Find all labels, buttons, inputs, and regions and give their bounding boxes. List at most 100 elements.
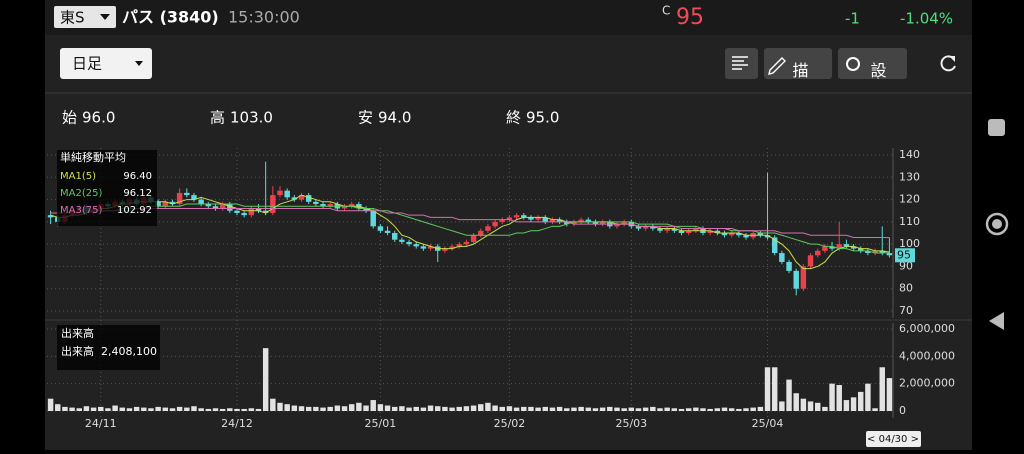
price-flag: C — [662, 4, 670, 18]
candle-body — [227, 204, 233, 211]
volume-bar — [850, 397, 857, 411]
volume-bar — [757, 406, 764, 411]
volume-bar — [743, 408, 749, 411]
settings-button[interactable]: 設定 — [838, 48, 907, 94]
candle-body — [341, 206, 348, 209]
candle-body — [664, 228, 670, 231]
volume-bar — [377, 404, 384, 411]
candle-body — [478, 230, 484, 236]
candle-body — [255, 208, 262, 211]
legend-value: 96.40 — [123, 171, 152, 182]
y-tick-label: 120 — [899, 193, 920, 206]
refresh-arrow — [949, 56, 955, 62]
draw-button[interactable]: 描画 — [764, 48, 832, 94]
y-tick-label: 140 — [899, 148, 920, 161]
candle-body — [363, 208, 369, 211]
volume-bar — [693, 407, 699, 411]
volume-bar — [485, 402, 491, 411]
candle-body — [865, 250, 871, 254]
volume-bar — [148, 408, 154, 411]
candle-body — [506, 217, 513, 220]
candle-body — [284, 190, 290, 198]
candle-body — [270, 195, 276, 213]
candle-body — [535, 217, 541, 220]
dropdown-arrow — [135, 61, 143, 66]
volume-bar — [270, 398, 276, 411]
volume-bar — [585, 407, 592, 411]
volume-bar — [456, 406, 462, 411]
volume-bar — [571, 407, 577, 411]
nav-recent[interactable] — [988, 119, 1005, 136]
volume-bar — [427, 405, 434, 411]
candle-body — [277, 190, 283, 196]
stock-name: パス (3840) — [122, 8, 219, 27]
volume-bar — [90, 407, 97, 411]
candle-body — [685, 230, 692, 233]
candle-body — [155, 201, 161, 207]
button-bg — [838, 48, 907, 79]
volume-bar — [105, 408, 111, 411]
volume-bar — [513, 407, 520, 411]
candle-body — [743, 235, 749, 238]
nav-home[interactable] — [985, 212, 1009, 236]
y-tick-label: 0 — [899, 404, 906, 417]
ohlc-summary: 始 96.0 高 103.0 安 94.0 終 95.0 — [62, 109, 559, 127]
candle-body — [542, 217, 549, 222]
volume-bar — [248, 408, 255, 411]
volume-bar — [384, 405, 391, 411]
volume-bar — [578, 406, 584, 411]
volume-bar — [642, 407, 649, 411]
pencil-icon — [768, 57, 786, 75]
y-tick-label: 4,000,000 — [899, 349, 955, 362]
refresh-icon[interactable] — [940, 55, 956, 72]
volume-bar — [291, 405, 298, 411]
volume-bar — [671, 408, 678, 411]
market-select[interactable] — [54, 6, 116, 28]
volume-bar — [176, 406, 183, 411]
volume-bar — [556, 406, 563, 411]
volume-bar — [470, 405, 477, 411]
nav-back[interactable] — [989, 312, 1004, 330]
candle-body — [370, 210, 376, 227]
candle-body — [614, 224, 620, 227]
volume-bar — [678, 408, 685, 411]
draw-label: 描画 — [790, 62, 809, 94]
volume-title: 出来高 — [61, 326, 94, 340]
candle-body — [248, 208, 255, 216]
candle-body — [757, 233, 764, 236]
volume-bar — [219, 408, 226, 411]
volume-bar — [492, 405, 498, 411]
candle-body — [327, 204, 333, 207]
volume-bar — [564, 408, 570, 411]
candle-body — [305, 195, 312, 202]
change-pct: -1.04% — [900, 10, 953, 28]
candle-body — [348, 204, 355, 207]
chart: 140 130 120 110 100 90 80 70 6,000,000 4,000,000 2… — [45, 148, 972, 447]
candle-body — [241, 212, 247, 216]
volume-bar — [69, 407, 75, 411]
candle-body — [829, 246, 835, 249]
volume-bar — [205, 408, 212, 411]
x-tick-label: 24/12 — [221, 417, 253, 430]
time: 15:30:00 — [228, 8, 300, 27]
indicator-button[interactable] — [725, 48, 758, 79]
volume-bar — [348, 404, 355, 411]
period-select[interactable] — [60, 48, 152, 79]
candle-body — [442, 248, 448, 251]
candle-body — [578, 219, 584, 222]
volume-bar — [807, 401, 814, 411]
candle-body — [678, 230, 685, 233]
volume-bar — [506, 406, 513, 411]
candle-body — [313, 201, 319, 205]
candle-body — [420, 246, 427, 249]
candle-body — [427, 246, 434, 249]
volume-bar — [356, 402, 362, 411]
candle-body — [771, 237, 778, 254]
volume-bar — [872, 408, 878, 411]
volume-bar — [843, 400, 850, 411]
volume-bar — [305, 406, 312, 411]
candle-body — [858, 248, 864, 251]
y-tick-label: 130 — [899, 170, 920, 183]
volume-bar — [657, 408, 663, 411]
candle-body — [205, 204, 212, 207]
